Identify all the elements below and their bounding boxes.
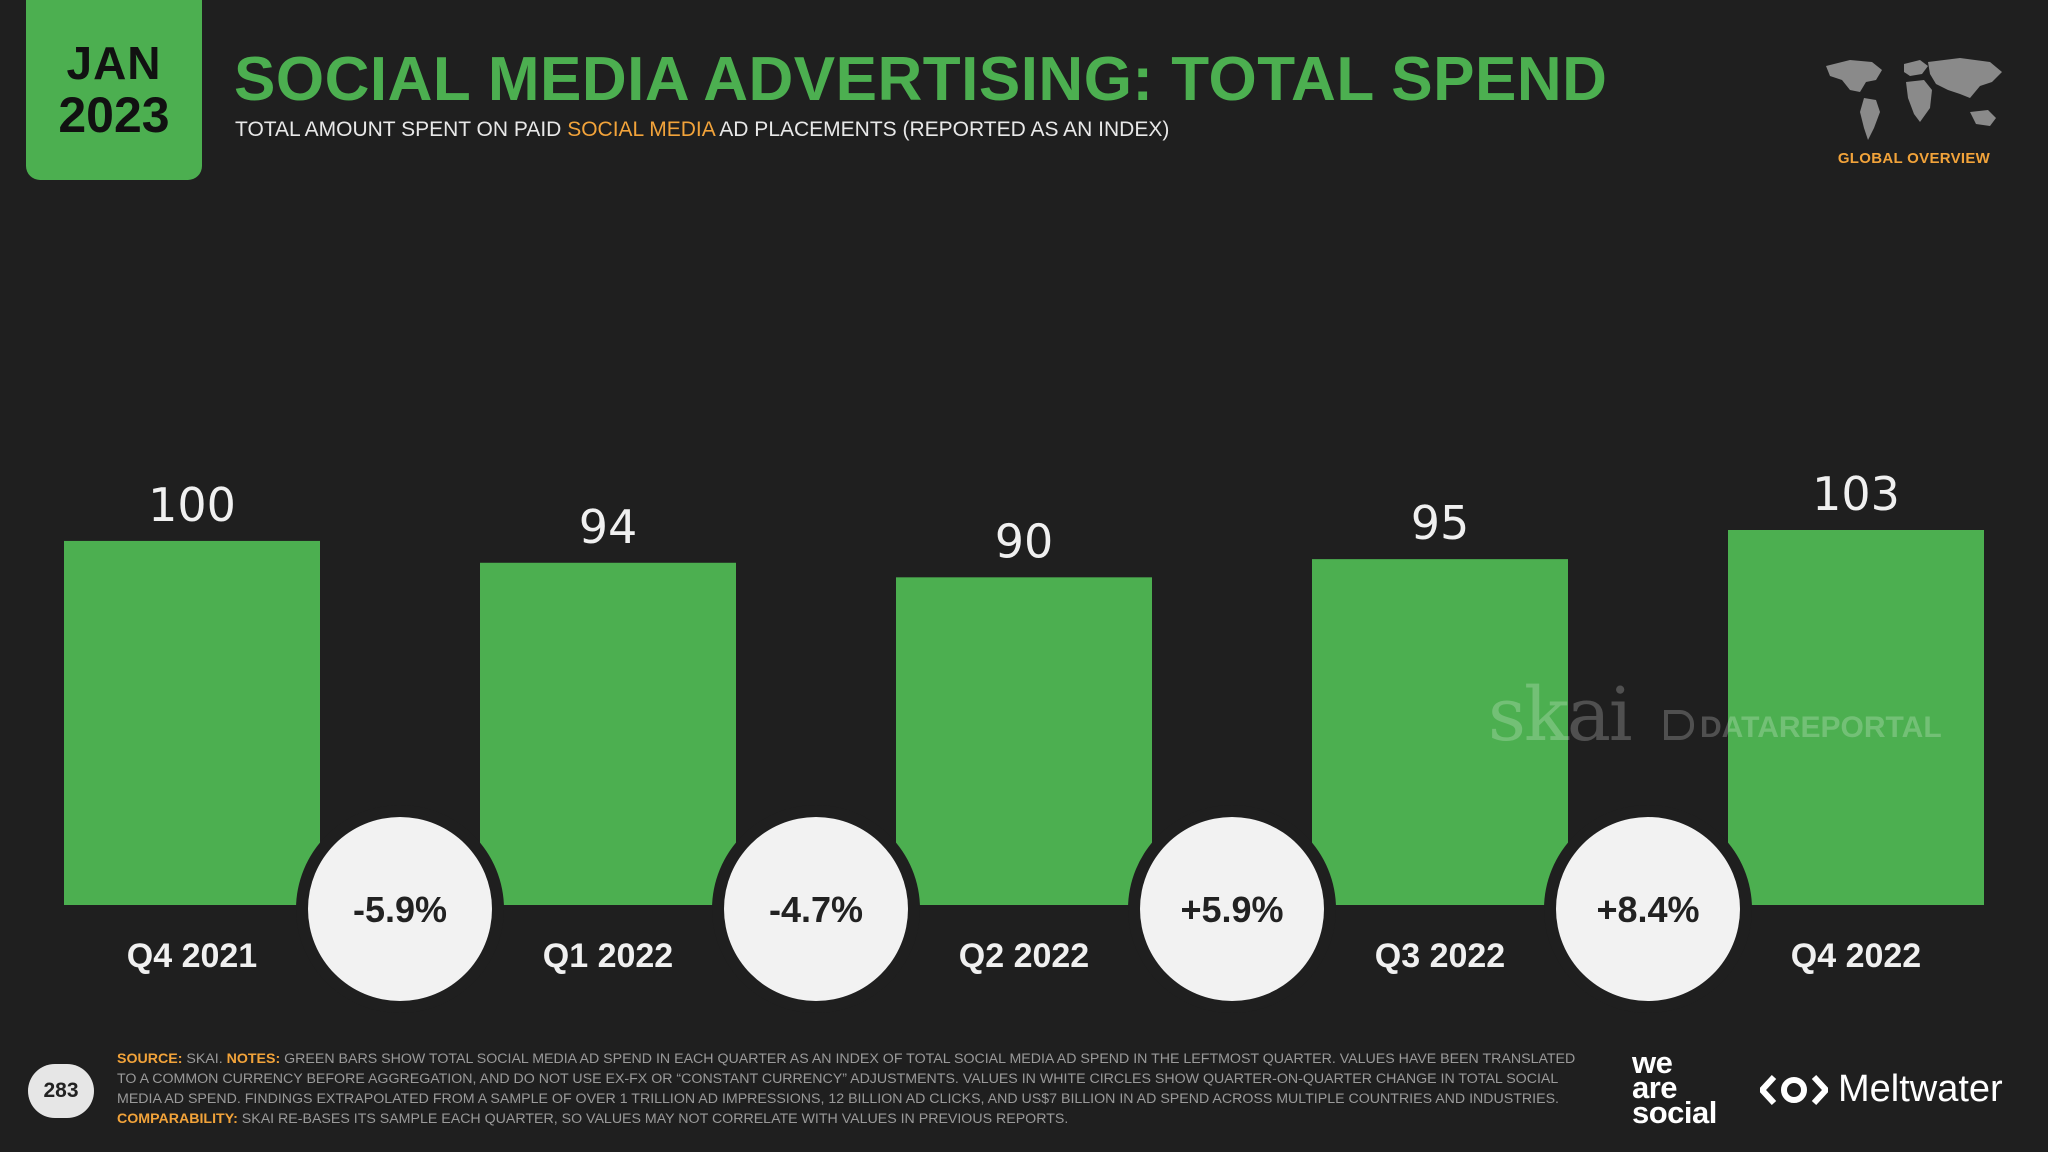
change-circle: [308, 817, 492, 1001]
date-year: 2023: [58, 87, 170, 143]
source-text: SKAI.: [182, 1051, 227, 1067]
change-circle: [724, 817, 908, 1001]
we-are-social-logo: we are social: [1632, 1045, 1717, 1130]
datareportal-icon: [1664, 710, 1694, 740]
category-label: Q3 2022: [1375, 937, 1505, 975]
meltwater-label: Meltwater: [1838, 1068, 2003, 1110]
datareportal-label: DATAREPORTAL: [1700, 711, 1942, 744]
page-number: 283: [28, 1064, 94, 1118]
value-label: 94: [579, 500, 638, 554]
category-label: Q2 2022: [959, 937, 1089, 975]
bar-q4-2021: [64, 540, 320, 905]
value-label: 100: [148, 478, 236, 532]
date-badge: JAN 2023: [26, 0, 202, 180]
bar-q2-2022: [896, 577, 1152, 905]
meltwater-logo: Meltwater: [1760, 1068, 2003, 1111]
logo-are: are: [1632, 1070, 1678, 1105]
page-subtitle: TOTAL AMOUNT SPENT ON PAID SOCIAL MEDIA …: [235, 118, 1169, 142]
value-label: 103: [1812, 467, 1900, 521]
logo-social: social: [1632, 1095, 1717, 1130]
change-label: -4.7%: [769, 889, 863, 930]
subtitle-post: AD PLACEMENTS (REPORTED AS AN INDEX): [714, 118, 1170, 141]
meltwater-icon: [1760, 1074, 1828, 1105]
change-circle: [1556, 817, 1740, 1001]
bar-q4-2022: [1728, 530, 1984, 905]
source-key: SOURCE:: [117, 1051, 183, 1067]
page-title: SOCIAL MEDIA ADVERTISING: TOTAL SPEND: [234, 45, 1608, 114]
footnotes: SOURCE: SKAI. NOTES: GREEN BARS SHOW TOT…: [117, 1049, 1597, 1129]
notes-key: NOTES:: [226, 1051, 281, 1067]
comparability-key: COMPARABILITY:: [117, 1111, 238, 1127]
skai-watermark: skai: [1488, 672, 1633, 758]
bar-chart: 100 Q4 2021 94 Q1 2022 90 Q2 2022 95 Q3 2022 103…: [64, 467, 1984, 1013]
world-map-icon: [1826, 58, 2002, 140]
section-tag: GLOBAL OVERVIEW: [1837, 150, 1991, 167]
category-label: Q4 2021: [127, 937, 257, 975]
subtitle-pre: TOTAL AMOUNT SPENT ON PAID: [235, 118, 568, 141]
bar-q1-2022: [480, 562, 736, 905]
subtitle-highlight: SOCIAL MEDIA: [567, 118, 715, 141]
value-label: 90: [995, 514, 1054, 568]
bar-q3-2022: [1312, 559, 1568, 905]
date-month: JAN: [66, 37, 162, 89]
change-label: -5.9%: [353, 889, 447, 930]
datareportal-watermark: DATAREPORTAL: [1664, 710, 1942, 745]
category-label: Q1 2022: [543, 937, 673, 975]
notes-text: GREEN BARS SHOW TOTAL SOCIAL MEDIA AD SP…: [117, 1051, 1576, 1107]
comparability-text: SKAI RE-BASES ITS SAMPLE EACH QUARTER, S…: [237, 1111, 1069, 1127]
change-label: +5.9%: [1180, 889, 1283, 930]
change-circle: [1140, 817, 1324, 1001]
logo-we: we: [1632, 1045, 1673, 1080]
value-label: 95: [1411, 496, 1470, 550]
change-label: +8.4%: [1596, 889, 1699, 930]
category-label: Q4 2022: [1791, 937, 1921, 975]
